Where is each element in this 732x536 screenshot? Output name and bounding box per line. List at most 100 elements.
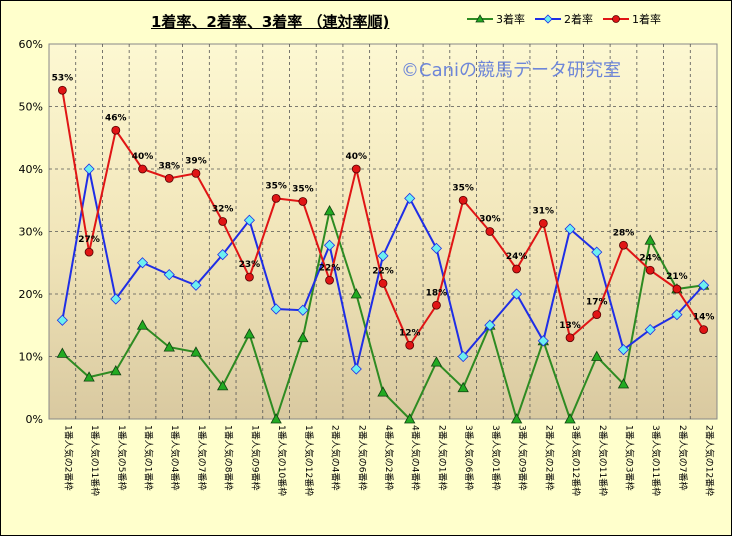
data-label: 17%	[586, 298, 608, 308]
data-point	[377, 386, 389, 397]
legend-item-2chaku: 2着率	[535, 11, 593, 27]
x-tick-label: 1番人気の3番枠	[623, 425, 635, 490]
data-label: 22%	[372, 266, 394, 276]
data-point	[83, 163, 95, 175]
watermark: ©Caniの競馬データ研究室	[401, 60, 622, 81]
data-point	[350, 363, 362, 375]
legend: 3着率 2着率 1着率	[467, 11, 661, 27]
data-point	[350, 288, 362, 299]
data-point	[297, 304, 309, 316]
data-point	[298, 197, 308, 206]
x-tick-label: 1番人気の11番枠	[89, 425, 101, 496]
data-point	[243, 328, 256, 339]
circle-marker-icon	[603, 15, 629, 23]
y-tick-label: 40%	[19, 163, 43, 176]
x-tick-label: 2番人気の1番枠	[436, 425, 448, 490]
data-point	[619, 240, 628, 250]
data-point	[617, 344, 630, 356]
data-point	[378, 278, 388, 288]
x-tick-label: 3番人気の11番枠	[650, 425, 662, 496]
data-point	[405, 340, 415, 350]
data-point	[564, 413, 576, 424]
data-point	[430, 356, 443, 367]
data-point	[164, 173, 174, 183]
data-point	[617, 378, 630, 389]
data-point	[591, 350, 603, 361]
data-point	[565, 333, 575, 343]
data-point	[538, 218, 548, 228]
x-tick-label: 1番人気の4番枠	[169, 425, 181, 490]
legend-item-1chaku: 1着率	[603, 11, 661, 27]
legend-label: 2着率	[564, 13, 593, 26]
x-tick-label: 2番人気の2番枠	[543, 425, 555, 490]
x-tick-label: 1番人気の9番枠	[249, 425, 261, 490]
data-point	[217, 249, 229, 261]
data-point	[512, 264, 521, 274]
data-label: 35%	[265, 181, 287, 191]
grid-lines	[49, 44, 717, 419]
data-label: 38%	[158, 161, 180, 171]
data-point	[432, 300, 441, 310]
data-label: 35%	[452, 183, 474, 193]
data-point	[136, 257, 149, 269]
data-label: 12%	[399, 328, 421, 338]
data-label: 30%	[479, 215, 501, 225]
x-tick-label: 1番人気の12番枠	[303, 425, 315, 496]
data-point	[57, 85, 67, 95]
y-tick-label: 50%	[19, 101, 43, 114]
x-tick-label: 3番人気の6番枠	[463, 425, 475, 490]
data-label: 40%	[346, 152, 368, 162]
data-point	[271, 193, 281, 203]
data-point	[56, 314, 68, 326]
x-tick-label: 2番人気の11番枠	[597, 425, 609, 496]
data-label: 18%	[426, 288, 448, 298]
y-tick-label: 10%	[19, 351, 43, 364]
data-point	[243, 214, 255, 226]
data-point	[297, 331, 309, 343]
x-tick-label: 1番人気の7番枠	[196, 425, 208, 490]
data-point	[190, 279, 202, 291]
data-point	[457, 350, 469, 363]
data-label: 24%	[506, 252, 528, 262]
data-label: 35%	[292, 185, 314, 195]
triangle-marker-icon	[467, 14, 493, 23]
data-point	[136, 319, 149, 330]
data-point	[698, 279, 710, 291]
data-label: 28%	[613, 228, 635, 238]
data-point	[110, 365, 122, 376]
y-tick-label: 60%	[19, 38, 43, 51]
data-label: 14%	[693, 313, 715, 323]
data-point	[163, 341, 175, 352]
data-point	[270, 413, 282, 424]
x-tick-label: 1番人気の5番枠	[116, 425, 128, 490]
data-label: 46%	[105, 113, 127, 123]
data-point	[591, 246, 603, 258]
data-label: 24%	[639, 253, 661, 263]
data-point	[564, 223, 576, 235]
data-point	[217, 380, 229, 391]
x-tick-label: 3番人気の9番枠	[517, 425, 529, 490]
axes: 0% 10% 20% 30% 40% 50% 60% 1番人気の2番枠 1番人気の11番枠 1番人…	[19, 38, 716, 496]
data-label: 13%	[559, 321, 581, 331]
y-tick-label: 0%	[26, 413, 43, 426]
data-point	[110, 293, 122, 305]
data-point	[270, 303, 282, 315]
data-point	[191, 168, 201, 178]
data-point	[645, 265, 655, 275]
data-point	[377, 250, 389, 262]
data-point	[84, 247, 94, 257]
x-tick-label: 2番人気の12番枠	[704, 425, 716, 496]
legend-item-3chaku: 3着率	[467, 11, 525, 27]
x-tick-label: 3番人気の12番枠	[570, 425, 582, 496]
data-label: 40%	[132, 152, 154, 162]
data-label: 21%	[666, 272, 688, 282]
series-lines	[56, 85, 710, 424]
data-point	[111, 125, 121, 135]
data-labels: 53% 27% 46% 40% 38% 39% 32% 23% 35% 35% 22% 40% 22% 1…	[52, 73, 715, 338]
data-point	[323, 205, 336, 216]
legend-label: 3着率	[496, 13, 525, 26]
data-point	[323, 239, 336, 251]
data-point	[457, 381, 469, 393]
data-label: 53%	[52, 73, 74, 83]
